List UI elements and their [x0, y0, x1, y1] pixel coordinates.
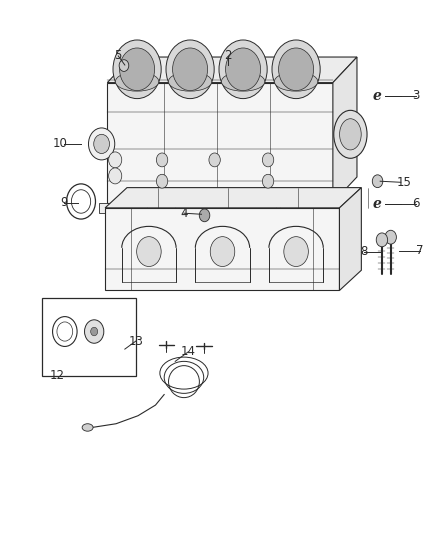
Circle shape [173, 48, 208, 91]
Ellipse shape [82, 424, 93, 431]
Text: 7: 7 [416, 244, 424, 257]
Bar [42, 298, 136, 376]
Polygon shape [107, 57, 357, 83]
Text: 12: 12 [49, 369, 64, 382]
Circle shape [94, 134, 110, 154]
Circle shape [120, 48, 155, 91]
Circle shape [91, 327, 98, 336]
Text: 2: 2 [224, 50, 232, 62]
Polygon shape [99, 203, 147, 213]
Ellipse shape [339, 119, 361, 150]
Polygon shape [107, 83, 333, 203]
Circle shape [210, 237, 235, 266]
Circle shape [166, 40, 214, 99]
Text: 9: 9 [60, 196, 68, 209]
Circle shape [109, 168, 122, 184]
Polygon shape [105, 208, 339, 290]
Text: 14: 14 [181, 345, 196, 358]
Circle shape [156, 174, 168, 188]
Circle shape [226, 48, 261, 91]
Circle shape [262, 153, 274, 167]
Circle shape [376, 233, 388, 247]
Ellipse shape [221, 72, 265, 91]
Text: 4: 4 [181, 207, 188, 220]
Text: 13: 13 [128, 335, 143, 348]
Circle shape [219, 40, 267, 99]
Polygon shape [105, 188, 361, 208]
Polygon shape [280, 203, 342, 213]
Circle shape [262, 174, 274, 188]
Ellipse shape [274, 72, 318, 91]
Circle shape [119, 60, 129, 71]
Circle shape [372, 175, 383, 188]
Text: 15: 15 [396, 176, 411, 189]
Text: 6: 6 [412, 197, 419, 210]
Circle shape [113, 40, 161, 99]
Text: 5: 5 [115, 50, 122, 62]
Circle shape [199, 209, 210, 222]
Polygon shape [333, 57, 357, 203]
Circle shape [109, 152, 122, 168]
Circle shape [137, 237, 161, 266]
Text: 8: 8 [360, 245, 368, 258]
Polygon shape [175, 203, 276, 219]
Circle shape [88, 128, 115, 160]
Text: e: e [372, 197, 381, 211]
Circle shape [385, 230, 396, 244]
Text: 10: 10 [53, 138, 68, 150]
Circle shape [85, 320, 104, 343]
Circle shape [156, 153, 168, 167]
Polygon shape [339, 188, 361, 290]
Ellipse shape [168, 72, 212, 91]
Circle shape [272, 40, 320, 99]
Ellipse shape [334, 110, 367, 158]
Circle shape [209, 153, 220, 167]
Text: 3: 3 [412, 90, 419, 102]
Circle shape [279, 48, 314, 91]
Ellipse shape [115, 72, 159, 91]
Circle shape [284, 237, 308, 266]
Text: e: e [372, 89, 381, 103]
